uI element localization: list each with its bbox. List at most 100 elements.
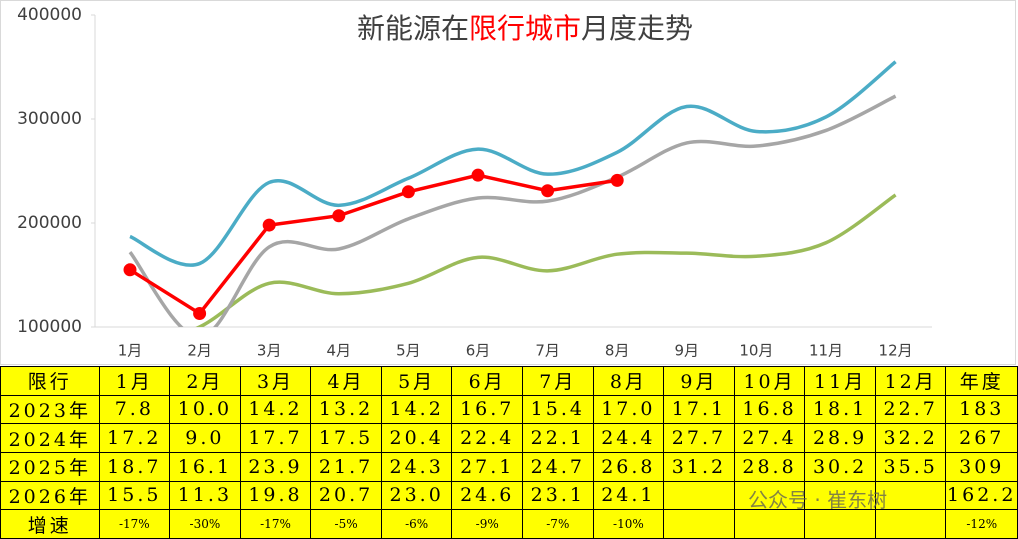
table-cell: 27.7 xyxy=(663,423,735,453)
table-cell: 年度 xyxy=(945,366,1018,396)
table-cell: 13.2 xyxy=(310,394,382,425)
table-cell: 9.0 xyxy=(169,423,241,453)
point xyxy=(123,263,137,277)
table-cell: 19.8 xyxy=(239,480,312,511)
table-cell: 17.1 xyxy=(663,394,735,425)
point xyxy=(541,184,555,198)
table-cell: 28.8 xyxy=(733,451,806,482)
table-cell: 23.0 xyxy=(380,480,453,511)
table-row: 2025年 18.7 16.1 23.9 21.7 24.3 27.1 24.7 26.8 31.… xyxy=(0,451,1018,482)
point xyxy=(262,218,276,232)
table-cell: -17% xyxy=(98,509,171,539)
table-row: 限行 1月 2月 3月 4月 5月 6月 7月 8月 9月 10月 11月 12月 年度 xyxy=(0,366,1018,396)
table-cell: 28.9 xyxy=(804,423,876,453)
title-part: 新能源在 xyxy=(357,12,469,45)
table-cell: 26.8 xyxy=(592,451,665,482)
x-tick-label: 3月 xyxy=(257,342,282,360)
table-cell: 18.7 xyxy=(98,451,171,482)
table-cell: 21.7 xyxy=(310,451,382,482)
table-cell: 15.4 xyxy=(522,394,594,425)
table-cell: 24.3 xyxy=(380,451,453,482)
x-tick-label: 2月 xyxy=(187,342,212,360)
x-tick-label: 12月 xyxy=(879,342,913,360)
table-cell: -9% xyxy=(451,509,524,539)
table-cell: 5月 xyxy=(380,366,453,396)
table-cell: 24.6 xyxy=(451,480,524,511)
point xyxy=(401,185,415,199)
table-cell: 3月 xyxy=(239,366,312,396)
y-tick-label: 200000 xyxy=(17,213,82,233)
table-cell: 162.2 xyxy=(945,480,1018,511)
table-row: 增速 -17% -30% -17% -5% -6% -9% -7% -10% -12% xyxy=(0,509,1018,539)
x-tick-label: 1月 xyxy=(118,342,143,360)
table-cell: -10% xyxy=(592,509,665,539)
table-cell: -5% xyxy=(310,509,382,539)
table-cell: 24.4 xyxy=(592,423,665,453)
table-cell: -17% xyxy=(239,509,312,539)
point xyxy=(471,168,485,182)
table-cell: 11月 xyxy=(804,366,876,396)
table-cell: 7.8 xyxy=(98,394,171,425)
x-tick-label: 4月 xyxy=(327,342,352,360)
table-cell: -30% xyxy=(169,509,241,539)
series-line xyxy=(129,60,897,267)
table-cell: 24.7 xyxy=(522,451,594,482)
x-tick-label: 9月 xyxy=(675,342,700,360)
table-cell: 27.1 xyxy=(451,451,524,482)
x-tick-label: 10月 xyxy=(739,342,773,360)
table-cell xyxy=(663,480,735,511)
table-cell: 16.7 xyxy=(451,394,524,425)
table-cell: 17.2 xyxy=(98,423,171,453)
table-cell: 18.1 xyxy=(804,394,876,425)
table-cell: 17.5 xyxy=(310,423,382,453)
table-cell xyxy=(874,509,947,539)
table-cell: 6月 xyxy=(451,366,524,396)
table-cell: 23.1 xyxy=(522,480,594,511)
table-row: 2026年 15.5 11.3 19.8 20.7 23.0 24.6 23.1 24.1 162… xyxy=(0,480,1018,511)
table-cell: 22.4 xyxy=(451,423,524,453)
table-cell: 32.2 xyxy=(874,423,947,453)
y-tick-label: 300000 xyxy=(17,109,82,129)
table-cell: 309 xyxy=(945,451,1018,482)
point xyxy=(332,209,346,223)
table-row: 2024年 17.2 9.0 17.7 17.5 20.4 22.4 22.1 24.4 27.7… xyxy=(0,423,1018,453)
table-cell: 31.2 xyxy=(663,451,735,482)
table-cell: 22.7 xyxy=(874,394,947,425)
table-cell: 2024年 xyxy=(0,423,100,453)
x-tick-label: 11月 xyxy=(809,342,843,360)
table-cell: 35.5 xyxy=(874,451,947,482)
series-line xyxy=(195,193,897,327)
title-part: 月度走势 xyxy=(581,12,693,45)
series-line xyxy=(129,173,618,316)
table-cell: 10月 xyxy=(733,366,806,396)
table-cell xyxy=(733,509,806,539)
table-cell xyxy=(663,509,735,539)
table-cell: 2023年 xyxy=(0,394,100,425)
table-cell: 4月 xyxy=(310,366,382,396)
table-cell: 8月 xyxy=(592,366,665,396)
table-cell: 16.8 xyxy=(733,394,806,425)
table-cell: 7月 xyxy=(522,366,594,396)
x-tick-label: 5月 xyxy=(396,342,421,360)
table-cell: 30.2 xyxy=(804,451,876,482)
table-cell: 11.3 xyxy=(169,480,241,511)
table-cell: 17.7 xyxy=(239,423,312,453)
table-cell: -12% xyxy=(945,509,1018,539)
series-line xyxy=(128,94,897,327)
table-cell: 20.4 xyxy=(380,423,453,453)
table-cell: 15.5 xyxy=(98,480,171,511)
plot-area xyxy=(123,60,897,327)
y-tick-label: 100000 xyxy=(17,317,82,337)
table-cell: 17.0 xyxy=(592,394,665,425)
table-cell: 16.1 xyxy=(169,451,241,482)
table-cell xyxy=(804,480,876,511)
table-cell: -7% xyxy=(522,509,594,539)
table-cell: 14.2 xyxy=(239,394,312,425)
chart: 新能源在限行城市月度走势 100000 200000 300000 400000 1月 2… xyxy=(0,0,1016,365)
title-part: 限行城市 xyxy=(469,12,581,45)
chart-title: 新能源在限行城市月度走势 xyxy=(357,12,693,45)
table-cell: 23.9 xyxy=(239,451,312,482)
table-cell: 限行 xyxy=(0,366,100,396)
table-cell: 增速 xyxy=(0,509,100,539)
